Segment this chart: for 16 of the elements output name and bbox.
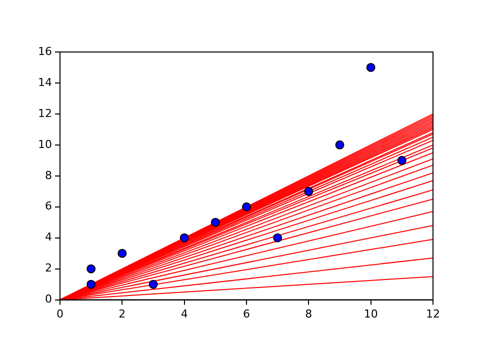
y-tick-label: 0 bbox=[44, 292, 52, 306]
y-tick-label: 4 bbox=[44, 230, 52, 244]
x-tick-label: 2 bbox=[118, 307, 126, 320]
y-tick-label: 16 bbox=[38, 44, 52, 58]
y-tick-label: 14 bbox=[38, 76, 52, 89]
y-tick-label: 10 bbox=[38, 138, 52, 151]
x-tick-label: 6 bbox=[243, 307, 250, 320]
x-tick-label: 8 bbox=[305, 307, 312, 320]
x-tick-label: 10 bbox=[364, 307, 378, 320]
y-tick-label: 2 bbox=[44, 262, 52, 275]
y-tick-label: 6 bbox=[44, 200, 52, 213]
x-tick-label: 12 bbox=[426, 307, 440, 320]
x-tick-label: 4 bbox=[180, 307, 188, 320]
y-tick-label: 12 bbox=[38, 106, 52, 120]
y-tick-label: 8 bbox=[44, 168, 52, 182]
x-tick-label: 0 bbox=[56, 307, 64, 320]
